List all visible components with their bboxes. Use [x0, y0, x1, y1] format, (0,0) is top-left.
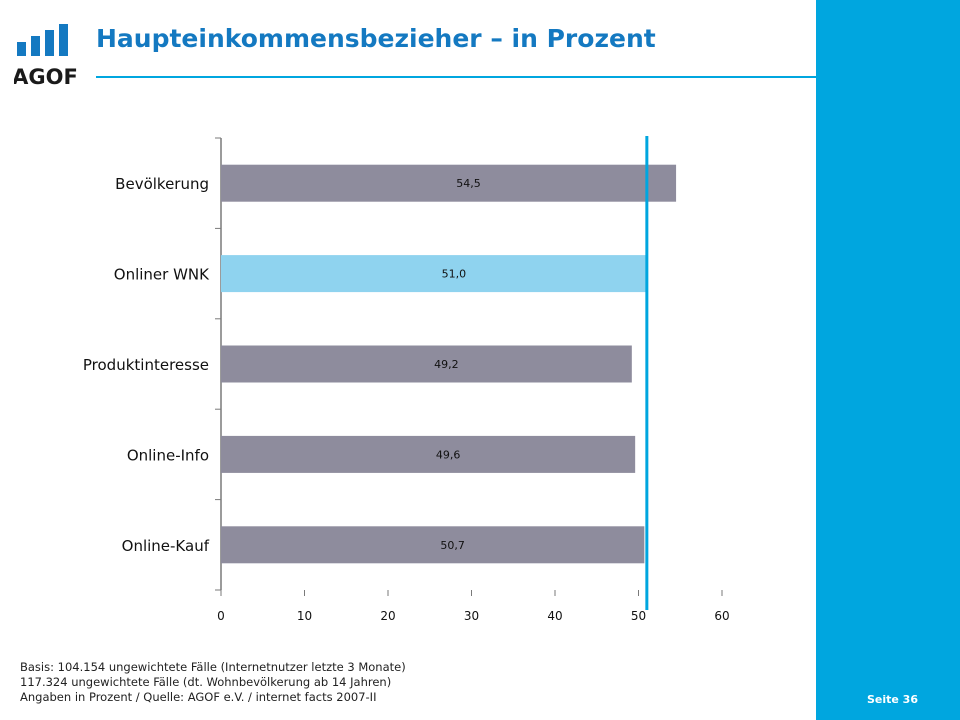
bar-2	[221, 255, 647, 293]
x-tick-label: 40	[547, 609, 562, 623]
category-label: Bevölkerung	[115, 175, 209, 193]
page-title: Haupteinkommensbezieher – in Prozent	[96, 24, 656, 53]
data-label: 54,5	[456, 177, 481, 190]
x-tick-label: 50	[631, 609, 646, 623]
category-label: Online-Kauf	[122, 537, 210, 555]
agof-logo: AGOF	[14, 24, 78, 89]
bar-4	[221, 435, 636, 473]
data-label: 49,6	[436, 448, 461, 461]
footnote-line-1: Basis: 104.154 ungewichtete Fälle (Inter…	[20, 660, 406, 674]
data-label: 51,0	[442, 268, 467, 281]
logo-bar-4	[59, 24, 68, 56]
data-label: 49,2	[434, 358, 459, 371]
category-label: Onliner WNK	[114, 266, 210, 284]
footnote-line-3: Angaben in Prozent / Quelle: AGOF e.V. /…	[20, 690, 377, 704]
category-label: Online-Info	[127, 446, 209, 464]
logo-bar-3	[45, 30, 54, 56]
bar-chart: 54,5 Bevölkerung 51,0 Onliner WNK 49,2 Produk…	[83, 136, 730, 623]
data-label: 50,7	[440, 539, 465, 552]
x-tick-label: 0	[217, 609, 225, 623]
logo-bar-2	[31, 36, 40, 56]
footnote-line-2: 117.324 ungewichtete Fälle (dt. Wohnbevö…	[20, 675, 392, 689]
x-tick-label: 30	[464, 609, 479, 623]
page-number: Seite 36	[866, 693, 918, 706]
footnote: Basis: 104.154 ungewichtete Fälle (Inter…	[20, 660, 406, 705]
brand-sidebar	[816, 0, 960, 720]
x-tick-label: 20	[380, 609, 395, 623]
x-tick-label: 60	[714, 609, 729, 623]
logo-text: AGOF	[14, 65, 78, 89]
logo-bar-1	[17, 42, 26, 56]
x-tick-label: 10	[297, 609, 312, 623]
title-rule	[96, 76, 816, 78]
bar-3	[221, 345, 632, 383]
category-label: Produktinteresse	[83, 356, 209, 374]
bar-1	[221, 164, 677, 202]
bar-5	[221, 526, 645, 564]
